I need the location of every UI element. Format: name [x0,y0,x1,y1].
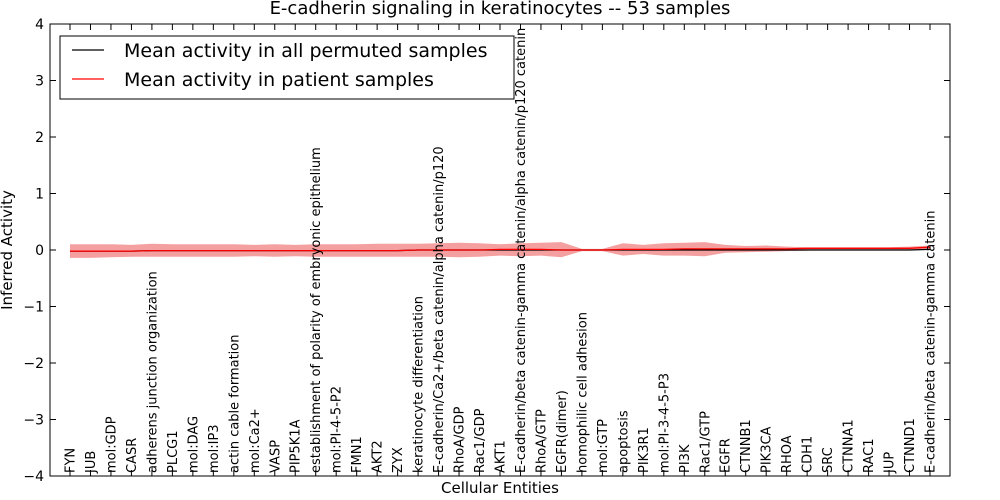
category-label: JUB [84,451,99,474]
category-label: SRC [821,447,836,473]
x-axis-label: Cellular Entities [441,479,559,497]
category-label: CASR [125,438,140,473]
y-tick-label: −1 [23,300,44,316]
category-label: mol:IP3 [207,424,222,473]
category-label: E-cadherin/beta catenin-gamma catenin/al… [514,28,529,473]
y-tick-label: −4 [23,469,44,485]
category-label: actin cable formation [227,335,242,473]
legend-box [59,35,515,100]
category-label: Rac1/GTP [698,411,713,473]
x-tick-layer [69,24,931,476]
y-tick-label: −2 [23,356,44,372]
y-tick-label: 3 [35,74,44,90]
series-line-patient [70,246,931,252]
category-label: EGFR(dimer) [555,390,570,473]
category-label: apoptosis [616,410,631,473]
category-label: establishment of polarity of embryonic e… [309,147,324,473]
category-label: JUP [883,452,898,474]
category-label: mol:GDP [105,416,120,473]
category-label: mol:Ca2+ [248,408,263,473]
category-label: keratinocyte differentiation [412,296,427,473]
category-label: PIK3R1 [637,427,652,473]
category-label: RhoA/GTP [535,409,550,473]
category-label: CTNND1 [903,418,918,473]
category-label: RAC1 [862,438,877,473]
category-label: PIP5K1A [289,419,304,473]
category-label: adherens junction organization [145,271,160,473]
y-axis-label: Inferred Activity [0,190,16,310]
category-label: mol:PI-3-4-5-P3 [657,373,672,473]
category-label: PIK3CA [760,426,775,473]
chart-title: E-cadherin signaling in keratinocytes --… [270,0,731,19]
legend: Mean activity in all permuted samples Me… [59,35,515,100]
category-label: CTNNA1 [842,419,857,473]
category-label: PI3K [678,444,693,473]
category-label: RHOA [780,435,795,473]
category-label: EGFR [719,438,734,473]
y-tick-label: 4 [35,17,44,33]
category-label: FMN1 [350,436,365,473]
category-label: RhoA/GDP [453,406,468,473]
y-tick-label: 1 [35,187,44,203]
legend-label-patient: Mean activity in patient samples [124,69,434,91]
y-tick-layer: −4 −3 −2 −1 0 1 2 3 4 [23,17,950,485]
legend-label-permuted: Mean activity in all permuted samples [124,40,487,62]
category-label: AKT1 [494,440,509,473]
y-tick-label: 2 [35,130,44,146]
category-label: E-cadherin/Ca2+/beta catenin/alpha caten… [432,146,447,473]
category-label: E-cadherin/beta catenin-gamma catenin [924,211,939,473]
category-label: AKT2 [371,440,386,473]
y-tick-label: −3 [23,413,44,429]
category-label: PLCG1 [166,430,181,473]
category-label: homophilic cell adhesion [575,312,590,473]
series-line-layer [70,246,931,252]
category-label: ZYX [391,447,406,473]
category-label: Rac1/GDP [473,408,488,473]
category-label: mol:PI-4-5-P2 [330,386,345,473]
category-label-layer: FYN JUB mol:GDP CASR adherens junction organ… [64,28,939,474]
category-label: VASP [268,440,283,473]
category-label: FYN [64,448,79,473]
plot-frame [49,23,951,477]
category-label: CTNNB1 [739,419,754,473]
category-label: mol:DAG [186,416,201,473]
category-label: mol:GTP [596,419,611,473]
category-label: CDH1 [801,436,816,473]
y-tick-label: 0 [35,243,44,259]
